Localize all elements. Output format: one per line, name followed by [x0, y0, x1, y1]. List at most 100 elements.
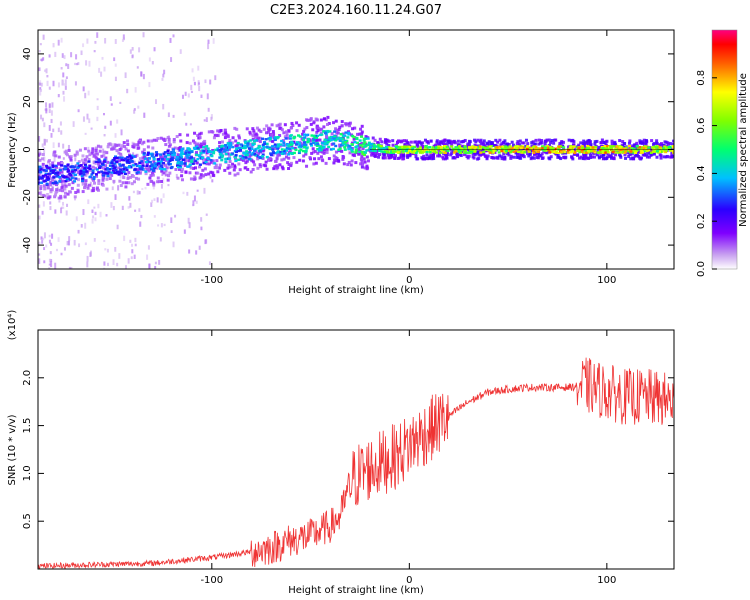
spectrogram-cell — [209, 79, 212, 85]
spectrogram-cell — [302, 133, 306, 136]
spectrogram-cell — [129, 49, 132, 54]
spectrogram-cell — [152, 159, 156, 163]
spectrogram-cell — [244, 161, 248, 165]
spectrogram-cell — [50, 133, 53, 138]
spectrogram-cell — [547, 156, 551, 160]
spectrogram-cell — [92, 215, 95, 219]
spectrogram-cell — [87, 160, 91, 163]
spectrogram-cell — [589, 153, 593, 157]
spectrogram-cell — [628, 139, 632, 143]
spectrogram-cell — [378, 137, 382, 141]
spectrogram-cell — [82, 209, 85, 216]
spectrogram-cell — [84, 165, 88, 168]
spectrogram-cell — [263, 142, 267, 145]
spectrogram-cell — [245, 153, 249, 157]
spectrogram-cell — [75, 54, 78, 60]
spectrogram-cell — [128, 175, 132, 179]
spectrogram-cell — [103, 133, 106, 137]
spectrogram-cell — [38, 158, 42, 162]
spectrogram-cell — [360, 159, 364, 163]
spectrogram-cell — [593, 151, 597, 154]
spectrogram-cell — [97, 159, 101, 162]
spectrogram-cell — [162, 73, 165, 78]
spectrogram-cell — [162, 193, 165, 198]
spectrogram-cell — [227, 146, 231, 149]
spectrogram-cell — [672, 151, 674, 154]
spectrogram-cell — [180, 174, 184, 178]
spectrogram-cell — [272, 132, 276, 136]
spectrogram-x-tick-label: 100 — [597, 275, 616, 286]
spectrogram-cell — [89, 252, 92, 257]
spectrogram-cell — [364, 144, 368, 147]
spectrogram-cell — [172, 138, 176, 142]
spectrogram-cell — [278, 134, 282, 138]
spectrogram-cell — [81, 169, 85, 172]
spectrogram-cell — [290, 152, 294, 155]
spectrogram-cell — [100, 170, 104, 173]
spectrogram-cell — [540, 156, 544, 160]
spectrogram-cell — [638, 156, 642, 160]
spectrogram-cell — [268, 139, 272, 143]
spectrogram-cell — [543, 142, 547, 146]
spectrogram-cell — [124, 185, 128, 189]
colorbar-tick-label: 0.8 — [696, 70, 707, 86]
spectrogram-cell — [635, 151, 639, 155]
spectrogram-cell — [332, 137, 336, 140]
spectrogram-cell — [372, 143, 376, 147]
spectrogram-cell — [78, 243, 81, 248]
spectrogram-cell — [481, 146, 485, 149]
spectrogram-cell — [334, 150, 338, 154]
spectrogram-cell — [414, 140, 418, 144]
spectrogram-cell — [503, 139, 507, 143]
spectrogram-cell — [138, 157, 142, 161]
spectrogram-cell — [45, 182, 49, 186]
spectrogram-cell — [439, 151, 443, 154]
spectrogram-cell — [482, 142, 486, 146]
spectrogram-cell — [38, 176, 42, 179]
spectrogram-cell — [127, 206, 130, 209]
colorbar-tick-label: 0.0 — [696, 261, 707, 277]
spectrogram-cell — [293, 146, 297, 150]
spectrogram-cell — [77, 229, 80, 234]
spectrogram-cell — [445, 145, 449, 149]
spectrogram-cell — [554, 150, 558, 153]
spectrogram-cell — [57, 39, 60, 46]
spectrogram-cell — [422, 154, 426, 158]
spectrogram-cell — [70, 165, 74, 168]
spectrogram-cell — [58, 180, 62, 183]
spectrogram-cell — [43, 156, 46, 162]
spectrogram-cell — [60, 174, 64, 177]
spectrogram-cell — [155, 153, 159, 156]
spectrogram-cell — [228, 138, 232, 142]
spectrogram-cell — [41, 174, 45, 178]
spectrogram-cell — [131, 141, 134, 146]
spectrogram-cell — [599, 141, 603, 145]
spectrogram-cell — [319, 148, 323, 152]
spectrogram-cell — [195, 145, 199, 148]
spectrogram-cell — [244, 154, 248, 157]
spectrogram-cell — [380, 150, 384, 153]
spectrogram-cell — [531, 149, 535, 152]
spectrogram-cell — [136, 146, 140, 150]
spectrogram-cell — [603, 157, 607, 161]
spectrogram-cell — [549, 141, 553, 145]
spectrogram-cell — [247, 157, 251, 161]
spectrogram-cell — [261, 147, 265, 150]
spectrogram-cell — [258, 140, 262, 144]
spectrogram-cell — [618, 154, 622, 158]
spectrogram-cell — [406, 154, 410, 158]
spectrogram-cell — [246, 167, 250, 171]
spectrogram-cell — [101, 178, 105, 182]
spectrogram-cell — [136, 66, 139, 69]
spectrogram-cell — [385, 138, 389, 142]
spectrogram-cell — [152, 156, 156, 159]
spectrogram-cell — [556, 153, 560, 157]
spectrogram-cell — [159, 155, 163, 159]
spectrogram-cell — [155, 138, 159, 142]
spectrogram-cell — [320, 141, 324, 145]
spectrogram-cell — [105, 187, 109, 191]
spectrogram-cell — [288, 137, 292, 140]
spectrogram-cell — [112, 179, 116, 183]
spectrogram-cell — [478, 147, 482, 151]
spectrogram-cell — [60, 130, 63, 135]
